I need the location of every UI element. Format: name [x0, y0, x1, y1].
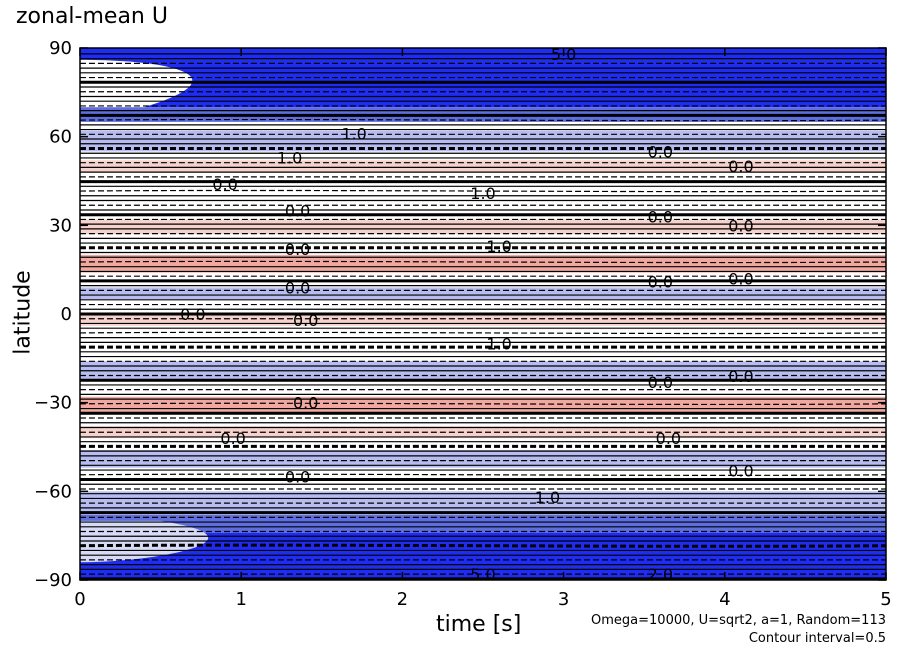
contour-band — [80, 130, 886, 152]
contour-label: 0.0 — [220, 429, 245, 448]
contour-label: 0.0 — [648, 272, 673, 291]
contour-label: 1.0 — [486, 237, 511, 256]
contour-band — [80, 160, 886, 173]
contour-line — [80, 71, 886, 75]
contour-line — [80, 308, 886, 311]
contour-label: 0.0 — [728, 367, 753, 386]
contour-line — [80, 331, 886, 335]
y-tick-label: 90 — [49, 38, 72, 59]
contour-band — [80, 219, 886, 235]
contour-label: 0.0 — [728, 462, 753, 481]
y-tick-label: 0 — [61, 304, 72, 325]
contour-line — [80, 426, 886, 429]
x-tick-label: 2 — [397, 589, 408, 610]
contour-line — [80, 449, 886, 453]
contour-band — [80, 514, 886, 533]
contour-line — [80, 543, 886, 548]
contour-line — [80, 166, 886, 169]
contour-lines — [80, 53, 886, 580]
contour-label: 0.0 — [212, 175, 237, 194]
contour-label: 0.0 — [648, 142, 673, 161]
contour-band — [80, 491, 886, 515]
contour-label: 2.0 — [648, 565, 673, 584]
contour-line — [80, 118, 886, 122]
contour-labels: 1.0 1.0 0.0 0.0 0.0 1.0 1.0 0.0 0.0 1.0 0.0 0.0 0.0 1… — [180, 48, 754, 584]
contour-band — [80, 449, 886, 468]
contour-line — [80, 497, 886, 500]
x-tick-label: 0 — [74, 589, 85, 610]
contour-label: 0.0 — [648, 207, 673, 226]
axes: 0 1 2 3 4 5 90 60 30 0 −30 −60 −90 — [34, 38, 892, 610]
y-tick-label: −90 — [34, 570, 72, 591]
contour-label: 1.0 — [470, 184, 495, 203]
x-tick-label: 1 — [235, 589, 246, 610]
contour-label: 1.0 — [486, 335, 511, 354]
contour-band — [80, 426, 886, 439]
y-tick-label: −30 — [34, 393, 72, 414]
contour-band — [80, 314, 886, 326]
contour-line — [80, 212, 886, 217]
contour-label: 1.0 — [277, 148, 302, 167]
x-tick-label: 5 — [880, 589, 891, 610]
contour-line — [80, 355, 886, 358]
contour-band — [80, 254, 886, 273]
y-tick-label: −60 — [34, 481, 72, 502]
caption-contour-interval: Contour interval=0.5 — [748, 631, 886, 646]
contour-label: 0.0 — [728, 270, 753, 289]
contour-label: 1.0 — [341, 125, 366, 144]
contour-line — [80, 95, 886, 98]
y-axis-label: latitude — [10, 270, 36, 355]
contour-label: 0.0 — [285, 202, 310, 221]
x-axis-label: time [s] — [436, 612, 522, 637]
contour-line — [80, 520, 886, 524]
contour-line — [80, 378, 886, 383]
contour-label: 0.0 — [180, 305, 205, 324]
x-tick-label: 4 — [719, 589, 730, 610]
contour-line — [80, 568, 886, 571]
contour-line — [80, 284, 886, 287]
contour-line — [80, 189, 886, 193]
contour-line — [80, 260, 886, 264]
contour-line — [80, 473, 886, 476]
y-tick-label: 30 — [49, 215, 72, 236]
x-tick-label: 3 — [558, 589, 569, 610]
contour-band — [80, 396, 886, 415]
contour-label: 5.0 — [470, 565, 495, 584]
contour-band — [80, 287, 886, 300]
contour-label: 0.0 — [293, 394, 318, 413]
contour-label: 0.0 — [285, 468, 310, 487]
contour-line — [80, 142, 886, 145]
contour-label: 0.0 — [728, 157, 753, 176]
contour-line — [80, 402, 886, 406]
contour-label: 0.0 — [293, 311, 318, 330]
y-tick-label: 60 — [49, 127, 72, 148]
caption-params: Omega=10000, U=sqrt2, a=1, Random=113 — [591, 613, 886, 628]
contour-line — [80, 237, 886, 240]
contour-label: 0.0 — [656, 429, 681, 448]
contour-label: 0.0 — [285, 278, 310, 297]
contour-label: 0.0 — [728, 216, 753, 235]
chart-title: zonal-mean U — [16, 4, 168, 29]
contour-label: 0.0 — [285, 240, 310, 259]
contour-label: 0.0 — [648, 373, 673, 392]
contour-label: 1.0 — [535, 488, 560, 507]
